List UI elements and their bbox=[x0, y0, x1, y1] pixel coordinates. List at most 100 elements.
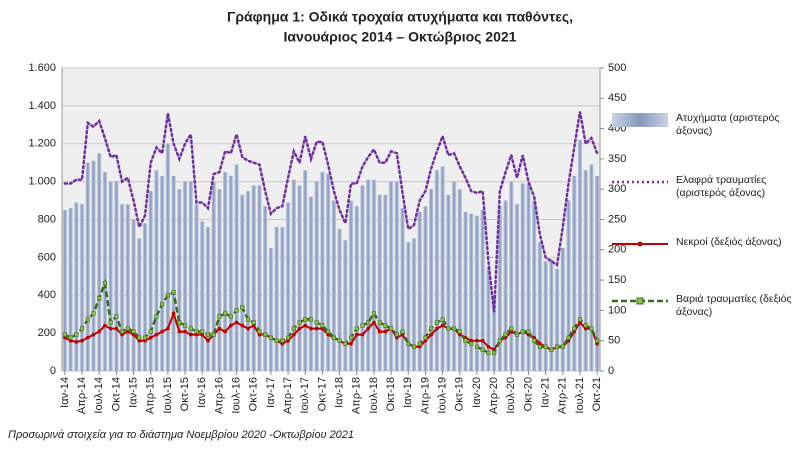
marker bbox=[102, 281, 108, 286]
marker bbox=[183, 329, 187, 334]
marker bbox=[228, 314, 233, 319]
marker bbox=[257, 329, 262, 334]
marker bbox=[188, 332, 193, 337]
bar bbox=[554, 268, 560, 371]
marker bbox=[171, 311, 176, 316]
bar bbox=[480, 210, 485, 371]
x-tick-label: Απρ-14 bbox=[76, 377, 88, 414]
bar bbox=[97, 153, 102, 371]
y-tick-label: 0 bbox=[50, 365, 56, 377]
bar bbox=[182, 181, 188, 371]
marker bbox=[463, 338, 468, 343]
bar bbox=[251, 185, 256, 371]
marker bbox=[360, 323, 365, 328]
marker bbox=[538, 341, 542, 346]
marker bbox=[314, 320, 319, 325]
marker bbox=[206, 338, 210, 343]
marker bbox=[74, 332, 79, 337]
bar bbox=[400, 208, 405, 371]
bar bbox=[205, 227, 211, 371]
bar bbox=[428, 189, 434, 371]
bar bbox=[474, 215, 480, 371]
bar bbox=[583, 170, 588, 371]
bar bbox=[589, 164, 594, 371]
bar bbox=[560, 247, 565, 371]
bar bbox=[79, 204, 85, 371]
marker bbox=[354, 332, 359, 337]
x-tick-label: Απρ-17 bbox=[282, 377, 294, 414]
x-tick-label: Οκτ-17 bbox=[316, 377, 328, 411]
marker bbox=[154, 332, 159, 337]
y-tick-label: 1.000 bbox=[28, 176, 56, 188]
x-tick-label: Ιουλ-21 bbox=[574, 377, 586, 414]
marker bbox=[532, 335, 536, 340]
marker bbox=[440, 317, 445, 322]
marker bbox=[492, 350, 497, 355]
marker bbox=[520, 329, 525, 334]
y-tick-label: 1.600 bbox=[28, 62, 56, 74]
marker bbox=[177, 329, 182, 334]
bar bbox=[388, 181, 394, 371]
marker bbox=[229, 323, 233, 328]
bar bbox=[285, 202, 291, 371]
y-tick-label: 600 bbox=[38, 251, 56, 263]
marker bbox=[285, 335, 291, 340]
marker bbox=[148, 335, 153, 340]
bar bbox=[137, 238, 142, 371]
marker bbox=[131, 329, 136, 334]
marker bbox=[572, 326, 577, 331]
marker bbox=[280, 338, 285, 343]
marker bbox=[154, 314, 159, 319]
marker bbox=[142, 335, 148, 340]
x-tick-label: Οκτ-21 bbox=[591, 377, 603, 411]
bar bbox=[406, 242, 411, 371]
marker bbox=[417, 341, 422, 346]
marker bbox=[125, 326, 130, 331]
marker bbox=[108, 326, 113, 331]
bar bbox=[572, 175, 577, 371]
bar bbox=[217, 189, 222, 371]
marker bbox=[469, 338, 474, 343]
marker bbox=[205, 332, 211, 337]
marker bbox=[583, 323, 588, 328]
y2-tick-label: 0 bbox=[608, 365, 614, 377]
marker bbox=[572, 329, 577, 334]
x-tick-label: Απρ-21 bbox=[557, 377, 569, 414]
marker bbox=[331, 335, 336, 340]
x-tick-label: Ιαν-19 bbox=[402, 377, 414, 408]
legend-label: Βαριά τραυματίες (δεξιός άξονας) bbox=[676, 293, 792, 318]
bar bbox=[343, 240, 348, 371]
marker bbox=[457, 332, 462, 337]
bar bbox=[171, 175, 176, 371]
x-tick-label: Απρ-19 bbox=[419, 377, 431, 414]
bar bbox=[91, 160, 96, 371]
marker bbox=[469, 341, 474, 346]
bar bbox=[85, 162, 90, 371]
marker bbox=[217, 326, 222, 331]
marker bbox=[143, 338, 147, 343]
marker bbox=[429, 326, 434, 331]
y2-tick-label: 500 bbox=[608, 62, 626, 74]
bar bbox=[532, 200, 537, 371]
marker bbox=[257, 332, 262, 337]
y2-tick-label: 250 bbox=[608, 213, 626, 225]
bar bbox=[194, 204, 199, 371]
marker bbox=[137, 335, 142, 340]
x-tick-label: Ιουλ-14 bbox=[93, 377, 105, 414]
bar bbox=[434, 170, 440, 371]
bar bbox=[177, 189, 182, 371]
bar bbox=[360, 185, 365, 371]
marker bbox=[223, 329, 227, 334]
x-tick-label: Οκτ-19 bbox=[454, 377, 466, 411]
marker bbox=[211, 332, 216, 337]
marker bbox=[560, 344, 565, 349]
bar bbox=[74, 202, 79, 371]
marker bbox=[194, 329, 199, 334]
bar bbox=[263, 206, 268, 371]
marker bbox=[223, 311, 228, 316]
marker bbox=[91, 332, 96, 337]
bar bbox=[354, 206, 359, 371]
bar bbox=[245, 191, 251, 371]
bar bbox=[577, 139, 583, 371]
